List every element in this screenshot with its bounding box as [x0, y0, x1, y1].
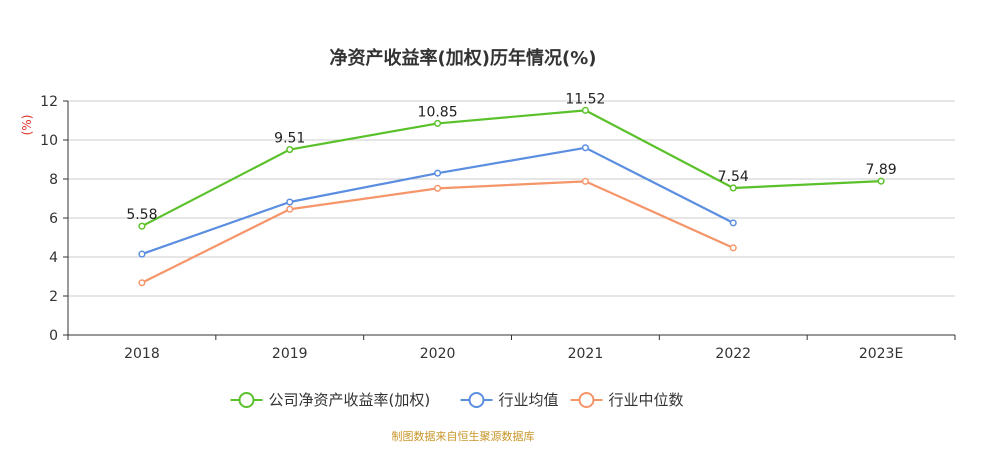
- data-point: [138, 222, 146, 230]
- y-axis-label: (%): [20, 115, 34, 136]
- y-tick-label: 2: [49, 289, 58, 305]
- data-point: [877, 177, 885, 185]
- source-note: 制图数据来自恒生聚源数据库: [392, 429, 535, 443]
- data-point: [434, 169, 442, 177]
- legend-marker: [578, 392, 595, 408]
- data-label: 5.58: [126, 207, 157, 223]
- x-tick-label: 2020: [420, 346, 456, 362]
- series-line-0: [141, 109, 882, 228]
- legend-item-1[interactable]: 行业均值: [460, 391, 559, 409]
- data-point: [286, 146, 294, 154]
- data-point: [729, 219, 737, 227]
- y-tick-label: 8: [49, 172, 58, 188]
- legend-label: 公司净资产收益率(加权): [269, 391, 431, 409]
- data-point: [434, 184, 442, 192]
- legend-item-2[interactable]: 行业中位数: [570, 391, 684, 409]
- data-point: [434, 119, 442, 127]
- x-tick-label: 2021: [568, 346, 604, 362]
- data-point: [286, 198, 294, 206]
- y-tick-labels: 0 2 4 6 8 10 12: [40, 94, 58, 344]
- legend-item-0[interactable]: 公司净资产收益率(加权): [230, 391, 431, 409]
- data-point: [581, 106, 589, 114]
- data-label: 11.52: [565, 91, 605, 107]
- data-label: 7.54: [718, 169, 749, 185]
- chart-title: 净资产收益率(加权)历年情况(%): [330, 47, 597, 69]
- data-label: 9.51: [274, 131, 305, 147]
- series-line-2: [141, 180, 734, 284]
- axes: [63, 100, 956, 340]
- y-tick-label: 6: [49, 211, 58, 227]
- series-lines: [138, 106, 885, 287]
- x-tick-label: 2019: [272, 346, 308, 362]
- data-label: 7.89: [865, 162, 896, 178]
- legend-marker: [238, 392, 255, 408]
- legend[interactable]: 公司净资产收益率(加权) 行业均值 行业中位数: [230, 391, 684, 409]
- data-labels: 5.58 9.51 10.85 11.52 7.54 7.89: [126, 91, 896, 223]
- data-point: [581, 144, 589, 152]
- data-point: [581, 177, 589, 185]
- x-tick-label: 2018: [124, 346, 160, 362]
- grid-lines: [68, 100, 955, 297]
- legend-label: 行业中位数: [609, 391, 684, 409]
- x-tick-label: 2023E: [859, 346, 903, 362]
- data-point: [286, 205, 294, 213]
- legend-marker: [468, 392, 485, 408]
- data-label: 10.85: [418, 104, 458, 120]
- y-tick-label: 0: [49, 328, 58, 344]
- x-tick-labels: 2018 2019 2020 2021 2022 2023E: [124, 346, 903, 362]
- y-tick-label: 10: [40, 133, 58, 149]
- data-point: [729, 244, 737, 252]
- y-tick-label: 4: [49, 250, 58, 266]
- data-point: [729, 184, 737, 192]
- data-point: [138, 279, 146, 287]
- data-point: [138, 250, 146, 258]
- legend-label: 行业均值: [499, 391, 559, 409]
- y-tick-label: 12: [40, 94, 58, 110]
- x-tick-label: 2022: [715, 346, 751, 362]
